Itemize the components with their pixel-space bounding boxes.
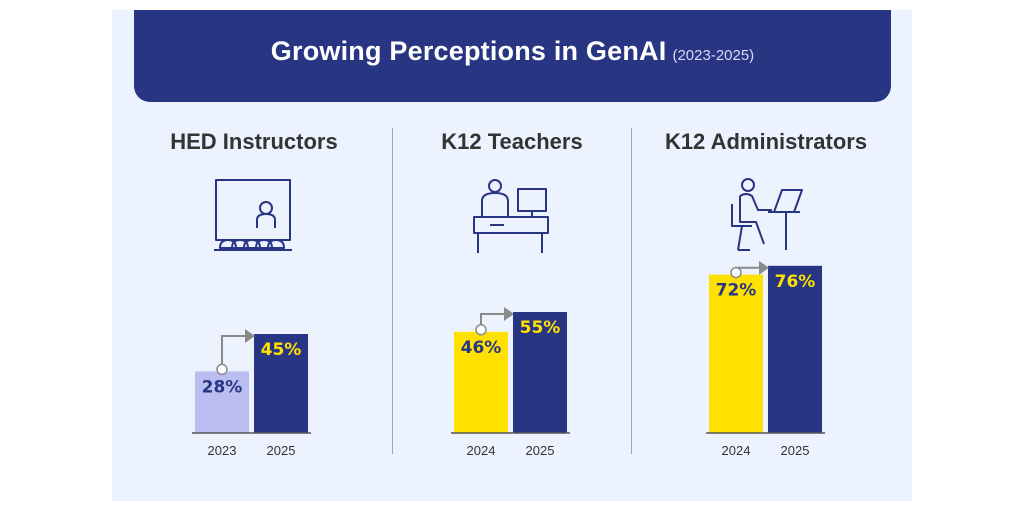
laptop-worker-icon (731, 178, 803, 251)
x-tick-label: 2025 (781, 443, 810, 458)
x-tick-label: 2024 (467, 443, 496, 458)
bar-2024 (454, 331, 508, 433)
x-tick-label: 2024 (722, 443, 751, 458)
trend-arrow-head (245, 329, 255, 343)
trend-arrow-line (221, 335, 246, 370)
value-label: 28% (202, 377, 243, 397)
bar-2024 (709, 274, 763, 433)
bar-2025 (254, 334, 308, 433)
title-date-range: (2023-2025) (672, 47, 755, 64)
classroom-icon (214, 179, 292, 251)
bar-2025 (768, 265, 822, 433)
group-title-k12-admins: K12 Administrators (664, 129, 868, 154)
title-text: Growing Perceptions in GenAI (270, 36, 667, 66)
group-title-k12-teachers: K12 Teachers (441, 129, 583, 154)
value-label: 55% (520, 318, 561, 338)
column-divider (392, 128, 393, 454)
x-tick-label: 2025 (526, 443, 555, 458)
x-tick-label: 2023 (208, 443, 237, 458)
trend-start-marker (216, 363, 228, 376)
value-label: 76% (775, 272, 816, 292)
teacher-desk-icon (473, 179, 549, 253)
value-label: 72% (716, 281, 757, 301)
value-label: 46% (461, 338, 502, 358)
trend-start-marker (730, 266, 742, 279)
bar-2023 (195, 371, 249, 433)
bar-2025 (513, 312, 567, 433)
trend-arrow-head (759, 260, 769, 275)
title-banner (134, 10, 891, 102)
column-divider (631, 128, 632, 454)
x-tick-label: 2025 (267, 443, 296, 458)
trend-start-marker (475, 324, 487, 336)
group-title-hed: HED Instructors (170, 129, 338, 154)
trend-arrow-head (504, 307, 514, 321)
page-title: Growing Perceptions in GenAI (2023-2025) (134, 36, 891, 67)
value-label: 45% (261, 340, 302, 360)
